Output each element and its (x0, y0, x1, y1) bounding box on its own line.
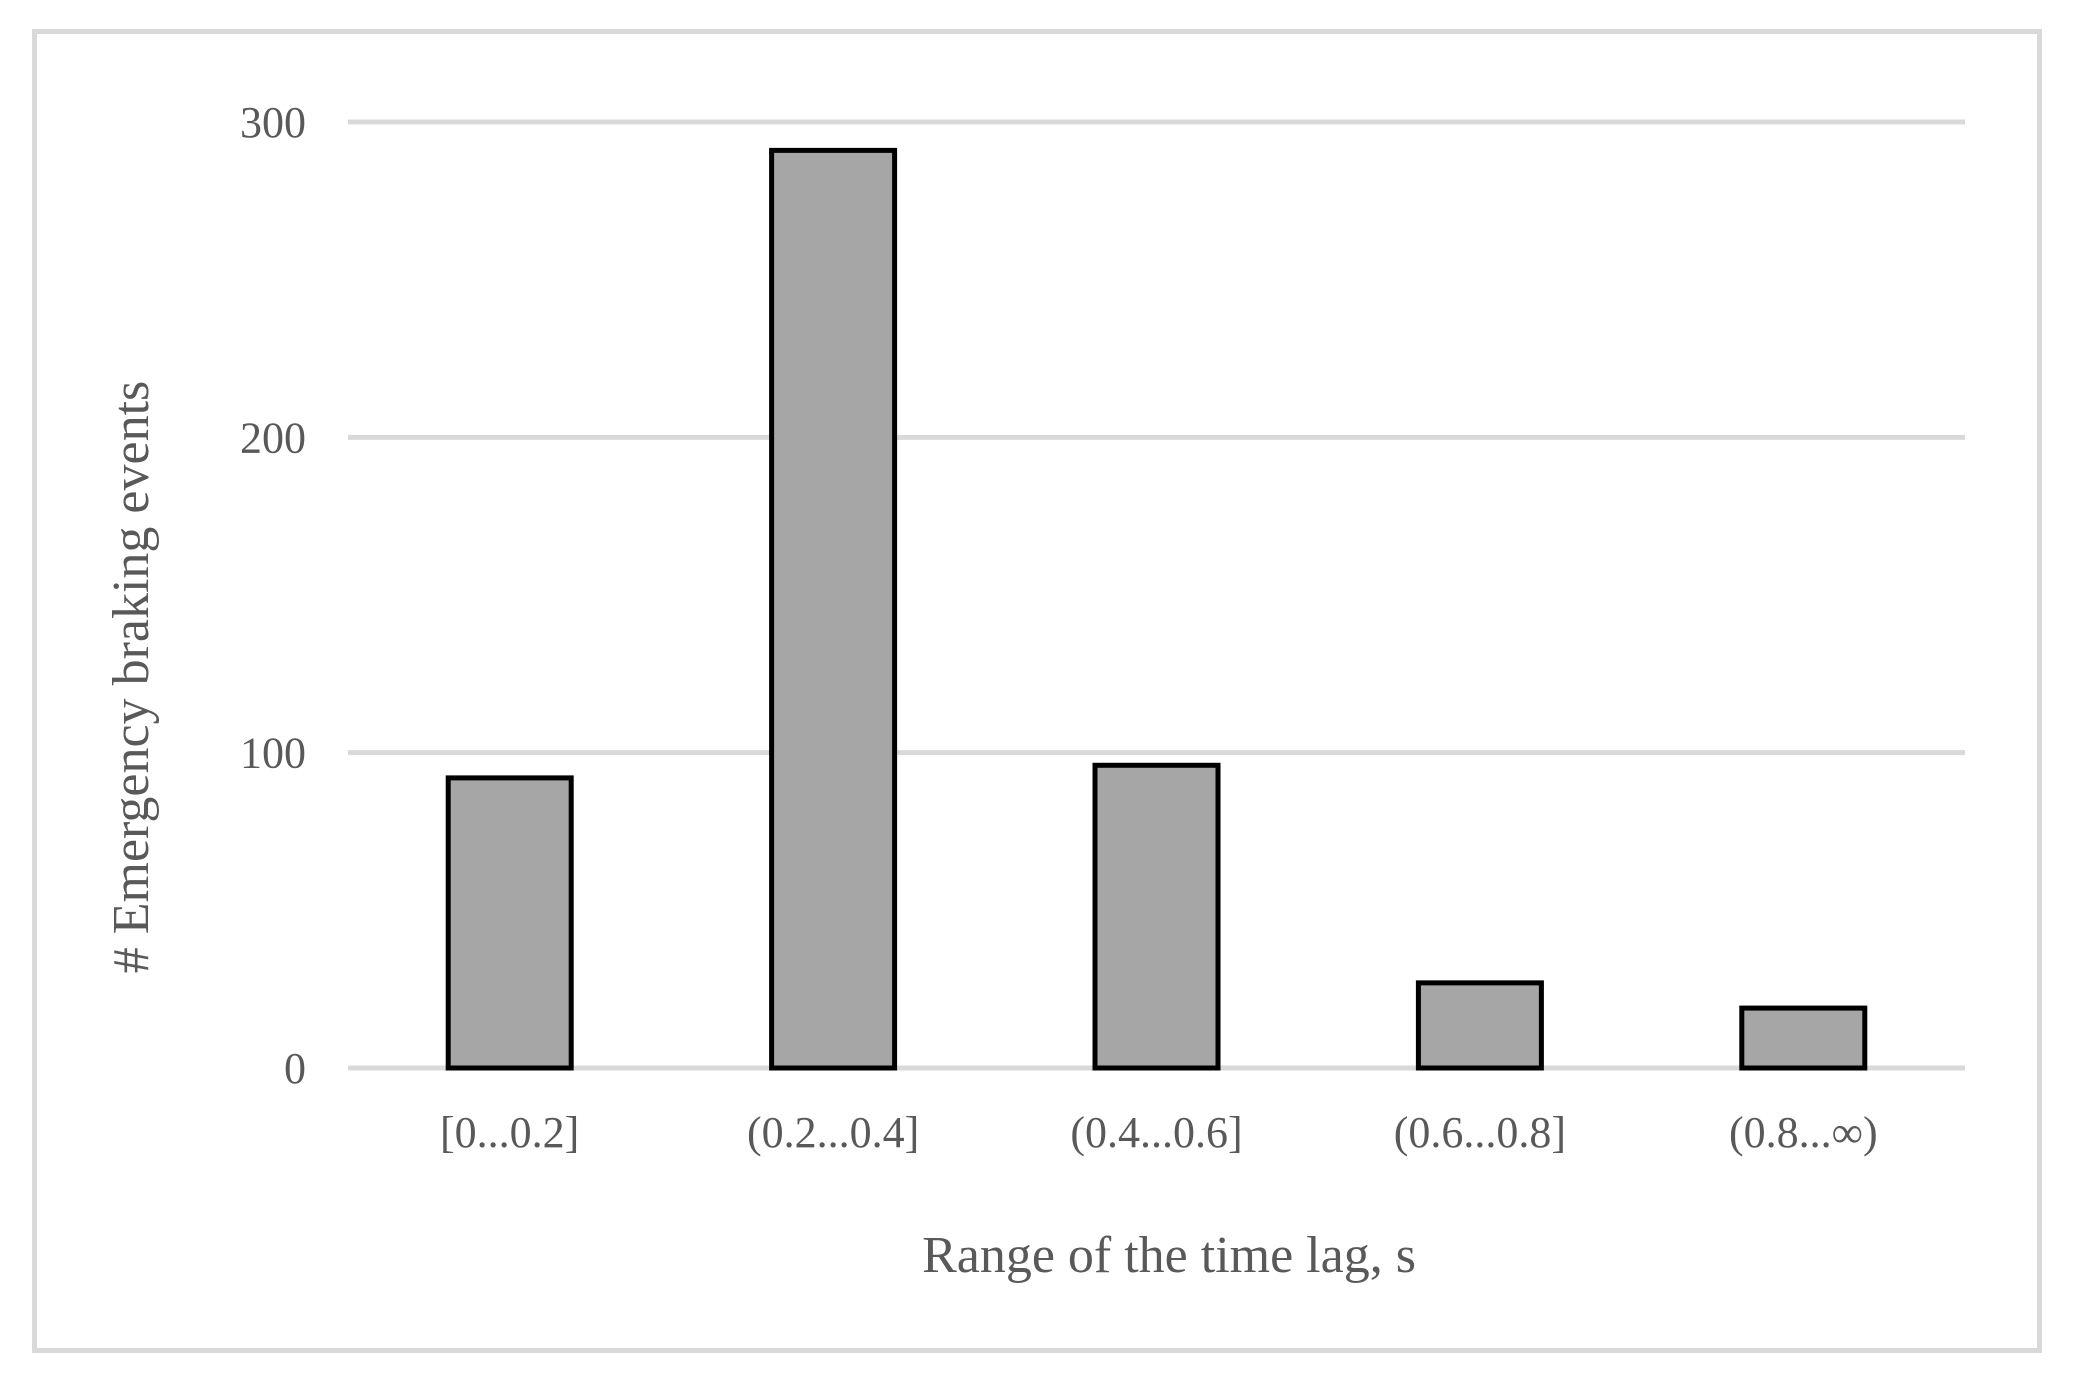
x-axis-title: Range of the time lag, s (922, 1227, 1416, 1284)
chart-frame (32, 29, 2042, 1353)
x-tick-label: (0.2...0.4] (747, 1108, 919, 1157)
y-tick-labels: 0 100 200 300 (240, 98, 306, 1093)
bar-4 (1739, 1005, 1868, 1071)
x-tick-label: (0.6...0.8] (1394, 1108, 1566, 1157)
bar-0 (445, 775, 574, 1071)
bars (445, 147, 1868, 1071)
x-tick-label: (0.4...0.6] (1070, 1108, 1242, 1157)
y-tick-label: 100 (240, 729, 306, 778)
y-tick-label: 0 (284, 1044, 306, 1093)
y-tick-label: 300 (240, 98, 306, 147)
bar-1 (769, 147, 898, 1071)
x-tick-label: (0.8...∞) (1729, 1108, 1878, 1157)
x-tick-label: [0...0.2] (440, 1108, 579, 1157)
y-tick-label: 200 (240, 413, 306, 462)
bar-3 (1415, 980, 1544, 1071)
y-axis-title: # Emergency braking events (103, 381, 160, 974)
x-tick-labels: [0...0.2] (0.2...0.4] (0.4...0.6] (0.6...0.… (440, 1108, 1878, 1157)
bar-2 (1092, 762, 1221, 1071)
